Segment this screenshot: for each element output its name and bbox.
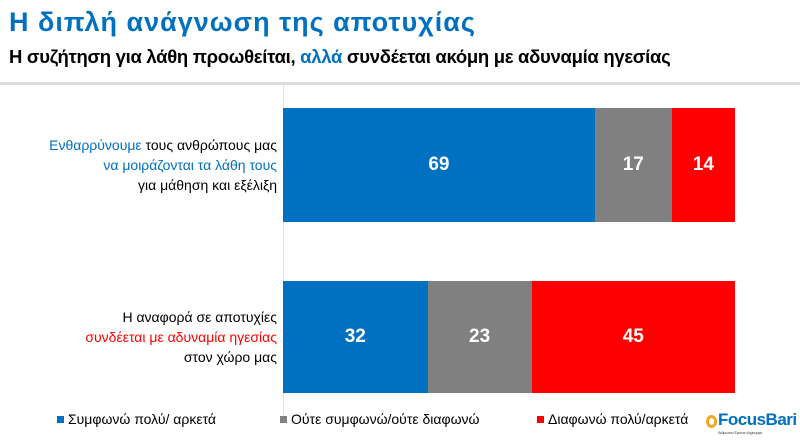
header-divider	[0, 82, 800, 85]
legend-swatch	[280, 415, 287, 423]
legend-item-disagree: Διαφωνώ πολύ/αρκετά	[537, 411, 688, 427]
label-text: να μοιράζονται τα λάθη τους	[103, 157, 277, 173]
magnifier-icon	[706, 415, 717, 428]
legend-item-neutral: Ούτε συμφωνώ/ούτε διαφωνώ	[280, 411, 479, 427]
logo-tagline: Άνθρωποι • Έρευνα • Δημιουργία	[718, 430, 762, 435]
legend-swatch	[537, 415, 544, 423]
label-text: στον χώρο μας	[183, 349, 277, 365]
label-text: Ενθαρρύνουμε	[49, 137, 142, 153]
subtitle-highlight: αλλά	[300, 46, 343, 67]
legend-item-agree: Συμφωνώ πολύ/ αρκετά	[57, 411, 216, 427]
label-text: για μάθηση και εξέλιξη	[138, 177, 277, 193]
label-text: τους ανθρώπους μας	[141, 137, 277, 153]
bar-segment-2: 23	[427, 281, 532, 393]
subtitle-part: συνδέεται ακόμη με αδυναμία ηγεσίας	[342, 46, 671, 67]
legend-swatch	[57, 415, 64, 423]
category-label-2: Η αναφορά σε αποτυχίες συνδέεται με αδυν…	[85, 307, 277, 367]
legend-label: Ούτε συμφωνώ/ούτε διαφωνώ	[291, 411, 480, 427]
logo-text: FocusBari	[718, 410, 797, 429]
focusbari-logo: FocusBari Άνθρωποι • Έρευνα • Δημιουργία	[706, 410, 797, 435]
bar-segment-2: 17	[594, 108, 672, 222]
label-text: Η αναφορά σε αποτυχίες	[122, 309, 277, 325]
legend-label: Διαφωνώ πολύ/αρκετά	[548, 411, 689, 427]
label-text: συνδέεται με αδυναμία ηγεσίας	[85, 329, 277, 345]
bar-segment-1: 32	[283, 281, 428, 393]
bar-row-2: 32 23 45	[283, 281, 735, 393]
bar-segment-3: 14	[671, 108, 735, 222]
bar-row-1: 69 17 14	[283, 108, 735, 222]
page-subtitle: Η συζήτηση για λάθη προωθείται, αλλά συν…	[9, 46, 671, 68]
category-label-1: Ενθαρρύνουμε τους ανθρώπους μας να μοιρά…	[49, 135, 277, 195]
axis-line	[283, 85, 284, 420]
legend-label: Συμφωνώ πολύ/ αρκετά	[68, 411, 217, 427]
page-title: Η διπλή ανάγνωση της αποτυχίας	[9, 7, 476, 37]
bar-segment-1: 69	[283, 108, 595, 222]
subtitle-part: Η συζήτηση για λάθη προωθείται,	[9, 46, 301, 67]
bar-segment-3: 45	[531, 281, 735, 393]
